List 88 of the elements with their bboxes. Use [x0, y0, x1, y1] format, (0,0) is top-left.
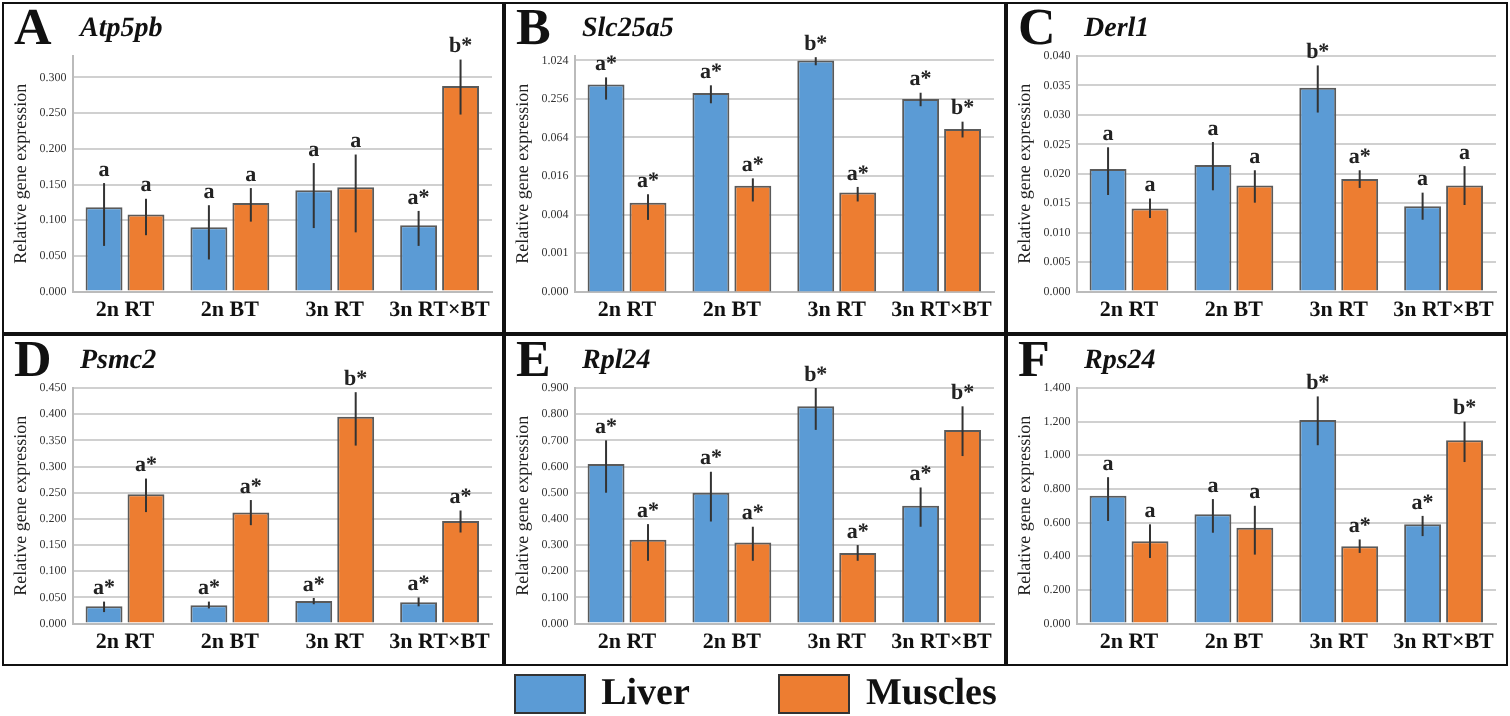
- x-tick-label: 3n RT×BT: [891, 630, 994, 655]
- x-tick-label: 3n RT: [305, 298, 366, 323]
- data-label: a: [1249, 144, 1262, 169]
- x-tick-label: 3n RT×BT: [891, 298, 994, 323]
- y-axis-title: Relative gene expression: [1013, 82, 1034, 264]
- legend-label: Liver: [601, 672, 690, 716]
- x-tick-label: 2n RT: [1099, 630, 1160, 655]
- data-label: a*: [197, 576, 221, 601]
- x-tick-label: 2n BT: [702, 630, 763, 655]
- x-tick-label: 2n BT: [200, 298, 261, 323]
- x-tick-label: 2n BT: [1204, 298, 1265, 323]
- data-label: a*: [699, 446, 723, 471]
- data-label: a: [1207, 473, 1220, 498]
- legend-label: Muscles: [865, 672, 997, 716]
- x-tick-label: 2n BT: [1204, 630, 1265, 655]
- x-tick-label: 3n RT: [807, 630, 868, 655]
- x-tick-label: 2n RT: [95, 630, 156, 655]
- data-label: a: [308, 137, 321, 162]
- data-label: b*: [448, 34, 474, 59]
- data-label: a*: [407, 185, 431, 210]
- x-tick-label: 2n RT: [95, 298, 156, 323]
- chart-title: A: [14, 0, 52, 58]
- data-label: a: [1144, 499, 1157, 523]
- data-label: a: [1144, 173, 1157, 198]
- data-label: a: [245, 162, 258, 187]
- x-tick-label: 3n RT×BT: [389, 630, 492, 655]
- chart-subtitle: Atp5pb: [80, 14, 163, 46]
- chart-subtitle: Derl1: [1084, 14, 1150, 46]
- x-tick-label: 3n RT×BT: [1393, 630, 1496, 655]
- x-tick-label: 2n BT: [702, 298, 763, 323]
- data-label: b*: [1306, 371, 1331, 396]
- data-label: a*: [909, 67, 933, 92]
- data-label: b*: [1452, 396, 1478, 421]
- data-label: b*: [804, 362, 829, 387]
- data-label: a*: [846, 519, 870, 544]
- data-label: a: [1249, 480, 1262, 505]
- data-label: a*: [636, 498, 660, 523]
- data-label: a*: [595, 52, 619, 77]
- data-label: a: [350, 129, 363, 154]
- data-label: a*: [636, 168, 660, 193]
- data-label: a*: [134, 453, 158, 478]
- data-label: a*: [741, 153, 765, 178]
- data-label: b*: [950, 96, 976, 121]
- data-label: a*: [1348, 514, 1372, 539]
- y-axis-title: Relative gene expression: [511, 414, 532, 596]
- data-label: b*: [1306, 40, 1331, 65]
- data-label: b*: [950, 381, 976, 406]
- y-axis-title: Relative gene expression: [511, 82, 532, 264]
- data-label: a*: [1348, 144, 1372, 169]
- data-label: a*: [699, 60, 723, 84]
- data-label: a: [140, 173, 153, 198]
- data-label: a: [1102, 121, 1115, 146]
- x-tick-label: 3n RT×BT: [389, 298, 492, 323]
- data-label: a*: [449, 485, 473, 510]
- x-tick-label: 3n RT: [1309, 630, 1370, 655]
- data-label: a: [1459, 140, 1472, 165]
- chart-subtitle: Rps24: [1084, 346, 1156, 378]
- data-label: a: [203, 179, 216, 204]
- data-label: a*: [909, 462, 933, 487]
- x-tick-label: 3n RT×BT: [1393, 298, 1496, 323]
- data-label: a*: [302, 572, 326, 597]
- x-tick-label: 2n BT: [200, 630, 261, 655]
- data-label: a: [1102, 451, 1115, 476]
- data-label: a*: [846, 161, 870, 186]
- data-label: a*: [93, 576, 117, 601]
- y-axis-title: Relative gene expression: [1013, 414, 1034, 596]
- data-label: a*: [595, 415, 619, 440]
- chart-subtitle: Slc25a5: [582, 14, 674, 46]
- x-tick-label: 3n RT: [807, 298, 868, 323]
- x-tick-label: 2n RT: [597, 298, 658, 323]
- y-axis-title: Relative gene expression: [9, 82, 30, 264]
- data-label: a*: [1411, 490, 1435, 515]
- data-label: b*: [804, 31, 829, 56]
- data-label: a: [1207, 116, 1220, 141]
- x-tick-label: 2n RT: [1099, 298, 1160, 323]
- data-label: a*: [741, 501, 765, 526]
- data-label: a*: [239, 474, 263, 499]
- chart-subtitle: Rpl24: [582, 346, 651, 378]
- y-axis-title: Relative gene expression: [9, 414, 30, 596]
- x-tick-label: 2n RT: [597, 630, 658, 655]
- data-label: a: [1417, 167, 1430, 192]
- x-tick-label: 3n RT: [305, 630, 366, 655]
- x-tick-label: 3n RT: [1309, 298, 1370, 323]
- data-label: b*: [344, 366, 369, 391]
- chart-subtitle: Psmc2: [80, 346, 157, 378]
- data-label: a: [98, 157, 111, 182]
- chart-title: B: [516, 0, 551, 56]
- data-label: a*: [407, 572, 431, 597]
